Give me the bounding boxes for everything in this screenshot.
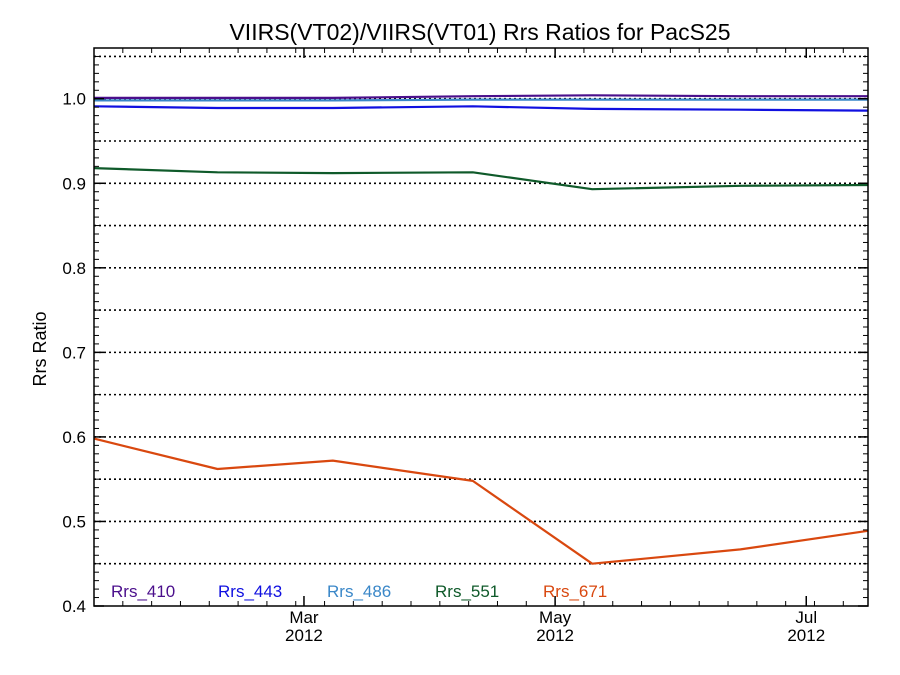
x-tick-year: 2012 [285,626,323,645]
y-tick-label: 1.0 [62,90,86,109]
y-tick-label: 0.7 [62,343,86,362]
axis-layer: 0.40.50.60.70.80.91.0Mar2012May2012Jul20… [62,48,868,645]
y-tick-label: 0.9 [62,174,86,193]
plot-frame [93,47,869,607]
x-tick-year: 2012 [787,626,825,645]
y-tick-label: 0.5 [62,512,86,531]
series-line-rrs-486 [94,98,868,102]
legend: Rrs_410 Rrs_443 Rrs_486 Rrs_551 Rrs_671 [111,582,607,601]
x-tick-year: 2012 [536,626,574,645]
grid-layer [94,55,868,565]
chart-title: VIIRS(VT02)/VIIRS(VT01) Rrs Ratios for P… [229,19,730,45]
legend-entry-rrs-410: Rrs_410 [111,582,175,601]
legend-entry-rrs-671: Rrs_671 [543,582,607,601]
legend-entry-rrs-551: Rrs_551 [435,582,499,601]
x-tick-month: Mar [289,608,319,627]
series-line-rrs-410 [94,94,868,100]
y-tick-label: 0.8 [62,259,86,278]
x-tick-month: May [539,608,572,627]
series-line-rrs-671 [93,437,869,565]
series-line-rrs-443 [93,105,869,112]
series-layer [93,94,869,565]
y-tick-label: 0.6 [62,428,86,447]
y-axis-label: Rrs Ratio [30,311,50,386]
y-tick-label: 0.4 [62,597,86,616]
series-line-rrs-551 [93,167,869,191]
x-tick-month: Jul [795,608,817,627]
legend-entry-rrs-486: Rrs_486 [327,582,391,601]
legend-entry-rrs-443: Rrs_443 [218,582,282,601]
